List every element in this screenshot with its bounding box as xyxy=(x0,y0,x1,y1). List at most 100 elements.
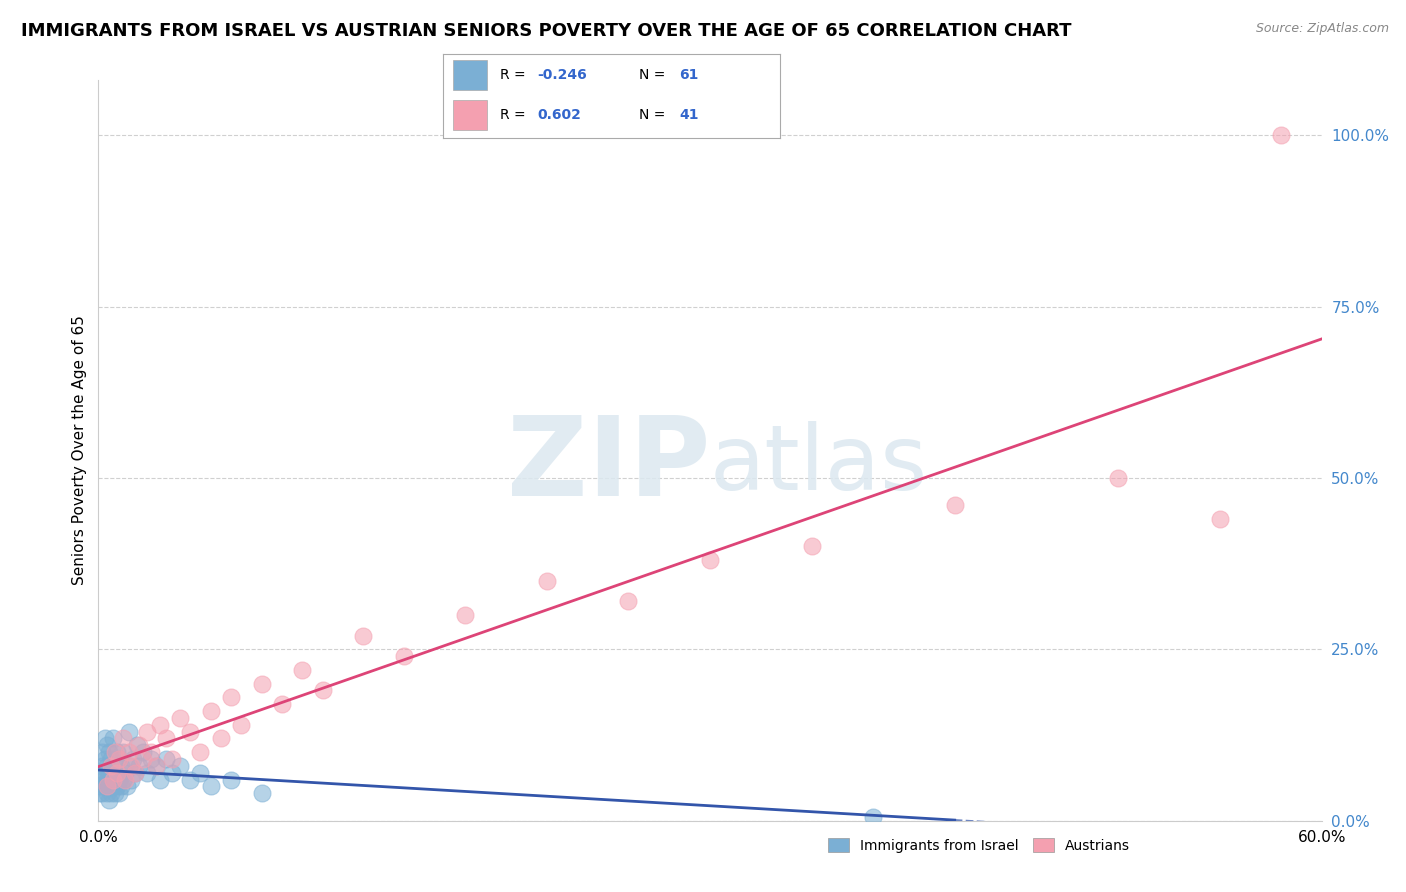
Point xyxy=(111,731,134,746)
Point xyxy=(108,752,131,766)
Point xyxy=(108,752,131,766)
Point xyxy=(231,717,253,731)
Point xyxy=(127,738,149,752)
Point xyxy=(128,738,150,752)
Point xyxy=(104,759,127,773)
Point xyxy=(104,772,127,787)
Point xyxy=(200,704,222,718)
Point xyxy=(108,786,131,800)
Point xyxy=(132,752,155,766)
Point xyxy=(105,765,128,780)
Point xyxy=(101,731,124,746)
Point xyxy=(96,786,118,800)
FancyBboxPatch shape xyxy=(453,61,486,90)
Point xyxy=(145,759,167,773)
Point xyxy=(93,780,115,794)
Point xyxy=(120,772,142,787)
Point xyxy=(209,731,232,746)
Point xyxy=(104,786,127,800)
Point xyxy=(160,765,183,780)
Point xyxy=(93,731,115,746)
Point xyxy=(699,553,721,567)
Text: R =: R = xyxy=(501,108,530,122)
Text: Source: ZipAtlas.com: Source: ZipAtlas.com xyxy=(1256,22,1389,36)
Point xyxy=(149,717,172,731)
Point xyxy=(179,724,201,739)
Point xyxy=(124,765,146,780)
Point xyxy=(90,772,112,787)
Text: 61: 61 xyxy=(679,68,699,82)
Point xyxy=(97,780,120,794)
Text: 41: 41 xyxy=(679,108,699,122)
Legend: Immigrants from Israel, Austrians: Immigrants from Israel, Austrians xyxy=(823,832,1136,858)
Point xyxy=(91,745,114,759)
Text: N =: N = xyxy=(638,108,669,122)
Text: -0.246: -0.246 xyxy=(537,68,588,82)
Point xyxy=(219,690,242,705)
Point xyxy=(312,683,335,698)
Point xyxy=(114,765,136,780)
Point xyxy=(352,628,374,642)
Point xyxy=(97,793,120,807)
Point xyxy=(155,731,177,746)
Point xyxy=(128,759,150,773)
Point xyxy=(454,607,477,622)
FancyBboxPatch shape xyxy=(453,100,486,130)
Point xyxy=(617,594,640,608)
Text: ZIP: ZIP xyxy=(506,412,710,519)
Point xyxy=(155,752,177,766)
Point xyxy=(200,780,222,794)
Point xyxy=(114,772,136,787)
Point xyxy=(100,786,122,800)
Point xyxy=(1107,471,1129,485)
Point xyxy=(145,759,167,773)
Point xyxy=(169,711,191,725)
Point xyxy=(91,759,114,773)
Point xyxy=(97,765,120,780)
Point xyxy=(108,772,131,787)
Point xyxy=(250,786,273,800)
Point xyxy=(270,697,294,711)
Point xyxy=(105,780,128,794)
Y-axis label: Seniors Poverty Over the Age of 65: Seniors Poverty Over the Age of 65 xyxy=(72,316,87,585)
Point xyxy=(101,765,124,780)
Text: N =: N = xyxy=(638,68,669,82)
Point xyxy=(110,780,132,794)
Point xyxy=(1209,512,1232,526)
Text: IMMIGRANTS FROM ISRAEL VS AUSTRIAN SENIORS POVERTY OVER THE AGE OF 65 CORRELATIO: IMMIGRANTS FROM ISRAEL VS AUSTRIAN SENIO… xyxy=(21,22,1071,40)
Point xyxy=(136,724,159,739)
Point xyxy=(124,765,146,780)
Point xyxy=(96,738,118,752)
Point xyxy=(132,745,155,759)
Point xyxy=(118,724,141,739)
Point xyxy=(105,745,128,759)
Point xyxy=(141,752,163,766)
Point xyxy=(104,745,127,759)
Point xyxy=(392,649,416,664)
Point xyxy=(136,765,159,780)
Point xyxy=(93,765,115,780)
Point xyxy=(96,759,118,773)
Text: R =: R = xyxy=(501,68,530,82)
Point xyxy=(110,759,132,773)
Point xyxy=(100,759,122,773)
Point xyxy=(97,745,120,759)
Point xyxy=(96,772,118,787)
Point xyxy=(100,752,122,766)
Point xyxy=(188,745,212,759)
Point xyxy=(96,780,118,794)
Point xyxy=(801,540,824,554)
Point xyxy=(943,498,966,512)
Point xyxy=(179,772,201,787)
Point xyxy=(115,780,138,794)
Point xyxy=(118,745,141,759)
Point xyxy=(89,780,111,794)
Point xyxy=(111,772,134,787)
Point xyxy=(101,780,124,794)
Point xyxy=(536,574,558,588)
Point xyxy=(118,759,141,773)
Point xyxy=(105,765,128,780)
Point xyxy=(1270,128,1292,142)
Point xyxy=(89,765,111,780)
Point xyxy=(101,772,124,787)
